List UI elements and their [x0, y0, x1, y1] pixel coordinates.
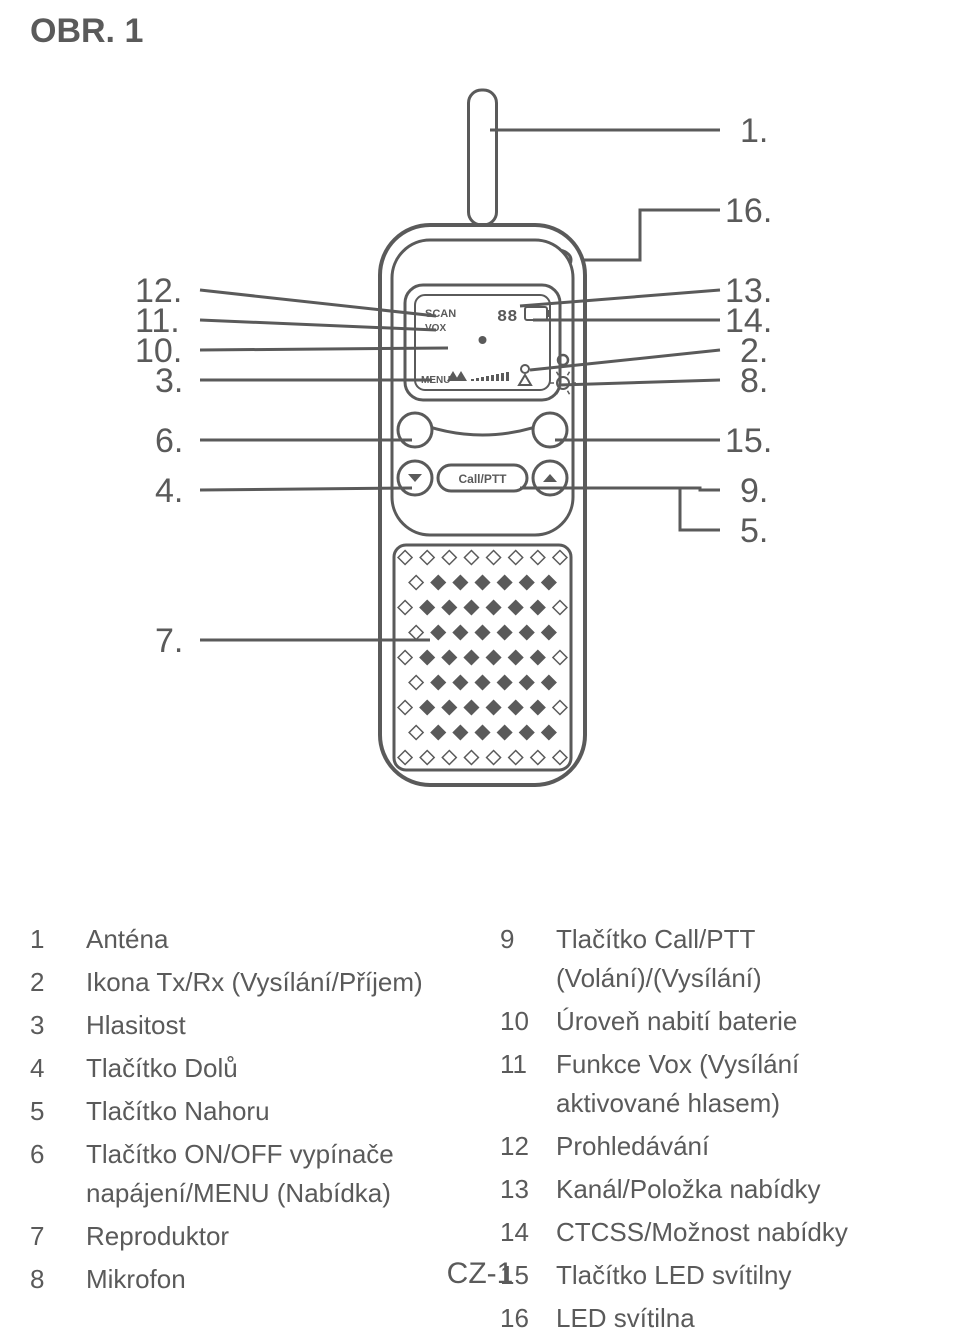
legend-text: Anténa [86, 920, 460, 959]
legend-row: 13 Kanál/Položka nabídky [500, 1170, 930, 1209]
svg-text:6.: 6. [155, 422, 183, 460]
svg-text:3.: 3. [155, 362, 183, 400]
svg-text:88: 88 [497, 308, 517, 327]
legend-text: CTCSS/Možnost nabídky [556, 1213, 930, 1252]
page-title: OBR. 1 [30, 12, 143, 51]
diagram-svg: SCANVOXMENU88Call/PTT12.11.10.3.6.4.7.1.… [0, 70, 960, 830]
legend-num: 13 [500, 1170, 538, 1209]
legend-num: 4 [30, 1049, 68, 1088]
legend-row: 5 Tlačítko Nahoru [30, 1092, 460, 1131]
legend-num: 12 [500, 1127, 538, 1166]
legend-text: Hlasitost [86, 1006, 460, 1045]
legend-text: Tlačítko Nahoru [86, 1092, 460, 1131]
legend-num: 5 [30, 1092, 68, 1131]
legend-num: 11 [500, 1045, 538, 1123]
legend-text: Tlačítko Call/PTT (Volání)/(Vysílání) [556, 920, 930, 998]
legend-row: 7 Reproduktor [30, 1217, 460, 1256]
legend-num: 3 [30, 1006, 68, 1045]
svg-text:Call/PTT: Call/PTT [458, 472, 507, 486]
page-footer: CZ-1 [0, 1257, 960, 1291]
legend-num: 7 [30, 1217, 68, 1256]
legend-text: Tlačítko Dolů [86, 1049, 460, 1088]
svg-text:16.: 16. [725, 192, 772, 230]
svg-text:7.: 7. [155, 622, 183, 660]
legend-row: 11Funkce Vox (Vysílání aktivované hlasem… [500, 1045, 930, 1123]
legend-row: 14 CTCSS/Možnost nabídky [500, 1213, 930, 1252]
legend-num: 16 [500, 1299, 538, 1338]
legend-row: 10 Úroveň nabití baterie [500, 1002, 930, 1041]
legend-text: Funkce Vox (Vysílání aktivované hlasem) [556, 1045, 930, 1123]
legend-text: Ikona Tx/Rx (Vysílání/Příjem) [86, 963, 460, 1002]
legend-num: 9 [500, 920, 538, 998]
legend-num: 14 [500, 1213, 538, 1252]
svg-text:15.: 15. [725, 422, 772, 460]
svg-text:4.: 4. [155, 472, 183, 510]
legend-text: Reproduktor [86, 1217, 460, 1256]
legend-row: 2 Ikona Tx/Rx (Vysílání/Příjem) [30, 963, 460, 1002]
legend-row: 4 Tlačítko Dolů [30, 1049, 460, 1088]
legend-text: Kanál/Položka nabídky [556, 1170, 930, 1209]
svg-text:5.: 5. [740, 512, 768, 550]
legend-row: 3 Hlasitost [30, 1006, 460, 1045]
legend-row: 1 Anténa [30, 920, 460, 959]
svg-text:8.: 8. [740, 362, 768, 400]
legend-num: 1 [30, 920, 68, 959]
legend-text: Tlačítko ON/OFF vypínače napájení/MENU (… [86, 1135, 460, 1213]
legend-text: LED svítilna [556, 1299, 930, 1338]
svg-text:9.: 9. [740, 472, 768, 510]
legend-num: 2 [30, 963, 68, 1002]
legend-row: 12 Prohledávání [500, 1127, 930, 1166]
legend-row: 16 LED svítilna [500, 1299, 930, 1338]
svg-text:1.: 1. [740, 112, 768, 150]
legend-text: Prohledávání [556, 1127, 930, 1166]
legend-num: 6 [30, 1135, 68, 1213]
legend-text: Úroveň nabití baterie [556, 1002, 930, 1041]
diagram-figure: SCANVOXMENU88Call/PTT12.11.10.3.6.4.7.1.… [0, 70, 960, 830]
legend-row: 9Tlačítko Call/PTT (Volání)/(Vysílání) [500, 920, 930, 998]
legend-num: 10 [500, 1002, 538, 1041]
legend-row: 6Tlačítko ON/OFF vypínače napájení/MENU … [30, 1135, 460, 1213]
